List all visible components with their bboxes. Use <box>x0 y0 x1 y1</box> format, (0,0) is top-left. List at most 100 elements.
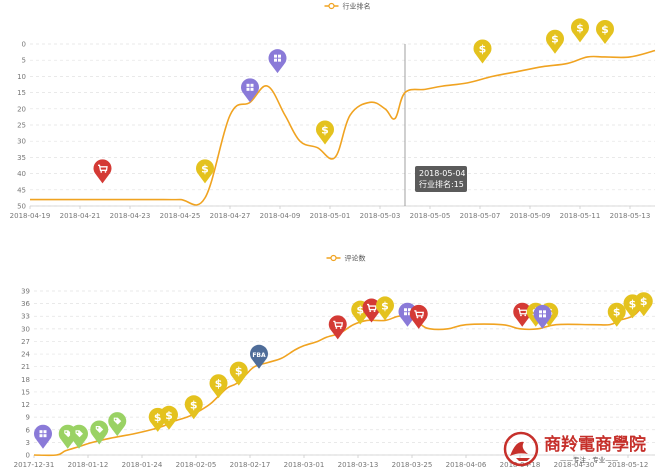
x-tick-label: 2018-05-03 <box>360 212 401 220</box>
y-tick-label: 12 <box>21 401 30 409</box>
svg-text:$: $ <box>190 398 198 411</box>
x-tick-label: 2018-01-24 <box>122 461 163 469</box>
y-tick-label: 15 <box>21 388 30 396</box>
legend-dot <box>328 2 335 10</box>
svg-text:$: $ <box>629 297 637 310</box>
academy-logo: 商羚電商學院 ——专注 · 专业—— <box>503 431 646 467</box>
logo-subtitle: ——专注 · 专业—— <box>560 455 619 464</box>
legend-label: 评论数 <box>345 254 366 263</box>
y-tick-label: 39 <box>21 288 30 296</box>
marker-coupon-tag-icon <box>70 424 88 449</box>
marker-coupon-tag-icon <box>108 412 127 437</box>
svg-text:$: $ <box>235 365 243 378</box>
legend-dot <box>330 254 337 262</box>
y-tick-label: 0 <box>22 41 26 49</box>
x-tick-label: 2018-01-12 <box>68 461 109 469</box>
marker-content-grid-icon <box>34 424 52 449</box>
marker-price-$-icon: $ <box>316 120 334 145</box>
x-tick-label: 2018-04-27 <box>210 212 251 220</box>
marker-promo-cart-icon <box>409 304 428 329</box>
y-tick-label: 6 <box>26 426 31 434</box>
y-tick-label: 27 <box>21 338 30 346</box>
x-tick-label: 2018-05-13 <box>610 212 651 220</box>
y-tick-label: 36 <box>21 300 30 308</box>
y-tick-label: 50 <box>17 203 26 211</box>
marker-promo-cart-icon <box>328 315 347 340</box>
marker-price-$-icon: $ <box>634 292 653 317</box>
x-tick-label: 2018-04-25 <box>160 212 201 220</box>
logo-emblem-icon <box>503 431 539 467</box>
x-tick-label: 2018-04-06 <box>446 461 487 469</box>
marker-price-$-icon: $ <box>160 405 178 430</box>
y-tick-label: 33 <box>21 313 30 321</box>
svg-text:$: $ <box>551 33 559 46</box>
x-tick-label: 2018-03-01 <box>284 461 325 469</box>
x-tick-label: 2018-04-21 <box>60 212 101 220</box>
marker-price-$-icon: $ <box>473 39 492 64</box>
y-tick-label: 0 <box>26 452 30 460</box>
reviews-chart-panel: 评论数 0 3 6 9 12 15 18 21 24 27 30 33 36 39 2017-12-31 201… <box>0 245 663 471</box>
svg-text:$: $ <box>640 295 648 308</box>
svg-text:$: $ <box>321 123 329 136</box>
tooltip-value: 行业排名:15 <box>419 179 464 189</box>
svg-text:FBA: FBA <box>252 352 266 359</box>
tooltip-date: 2018-05-04 <box>419 169 466 178</box>
marker-price-$-icon: $ <box>546 29 564 54</box>
x-tick-label: 2018-03-25 <box>392 461 433 469</box>
ranking-chart-panel: 行业排名 0 5 10 15 20 25 30 35 40 45 50 2018-04-19 2018-0… <box>0 0 663 235</box>
marker-price-$-icon: $ <box>196 159 214 184</box>
y-tick-label: 25 <box>17 122 26 130</box>
marker-content-grid-icon <box>268 49 287 74</box>
x-tick-label: 2018-05-07 <box>460 212 501 220</box>
svg-text:$: $ <box>479 42 487 55</box>
marker-price-$-icon: $ <box>607 302 626 327</box>
y-tick-label: 21 <box>21 363 30 371</box>
y-tick-label: 15 <box>17 89 26 97</box>
marker-promo-cart-icon <box>93 159 112 184</box>
x-tick-label: 2018-04-23 <box>110 212 151 220</box>
marker-price-$-icon: $ <box>596 20 614 44</box>
marker-price-$-icon: $ <box>209 374 228 399</box>
legend-label: 行业排名 <box>343 2 371 11</box>
y-tick-label: 45 <box>17 186 26 194</box>
marker-fba-FBA-icon: FBA <box>250 344 268 369</box>
svg-text:$: $ <box>381 299 389 312</box>
svg-text:$: $ <box>601 23 609 36</box>
series-line-0 <box>33 298 652 457</box>
svg-text:$: $ <box>154 411 162 424</box>
y-tick-label: 18 <box>21 376 30 384</box>
x-tick-label: 2017-12-31 <box>14 461 55 469</box>
x-tick-label: 2018-05-12 <box>608 461 649 469</box>
y-tick-label: 9 <box>26 414 30 422</box>
x-tick-label: 2018-02-05 <box>176 461 217 469</box>
y-tick-label: 5 <box>22 57 26 65</box>
svg-text:$: $ <box>576 21 584 34</box>
y-tick-label: 3 <box>26 439 30 447</box>
marker-price-$-icon: $ <box>376 296 394 321</box>
x-tick-label: 2018-04-09 <box>260 212 301 220</box>
marker-promo-cart-icon <box>362 298 381 323</box>
y-tick-label: 40 <box>17 170 26 178</box>
series-line-0 <box>30 49 656 206</box>
marker-content-grid-icon <box>241 78 259 103</box>
x-tick-label: 2018-04-30 <box>554 461 595 469</box>
y-tick-label: 30 <box>17 138 26 146</box>
x-tick-label: 2018-05-05 <box>410 212 451 220</box>
y-tick-label: 30 <box>21 325 30 333</box>
marker-coupon-tag-icon <box>90 420 109 445</box>
y-tick-label: 20 <box>17 105 26 113</box>
legend-0: 行业排名 <box>324 2 371 11</box>
x-tick-label: 2018-05-01 <box>310 212 351 220</box>
marker-promo-cart-icon <box>513 302 532 327</box>
svg-text:$: $ <box>215 377 223 390</box>
marker-content-grid-icon <box>533 304 552 329</box>
x-tick-label: 2018-02-17 <box>230 461 271 469</box>
x-tick-label: 2018-04-19 <box>10 212 51 220</box>
svg-text:$: $ <box>201 162 209 175</box>
legend-1: 评论数 <box>326 254 366 263</box>
logo-title: 商羚電商學院 <box>544 434 646 455</box>
x-tick-label: 2018-05-11 <box>560 212 601 220</box>
svg-text:$: $ <box>613 306 621 319</box>
